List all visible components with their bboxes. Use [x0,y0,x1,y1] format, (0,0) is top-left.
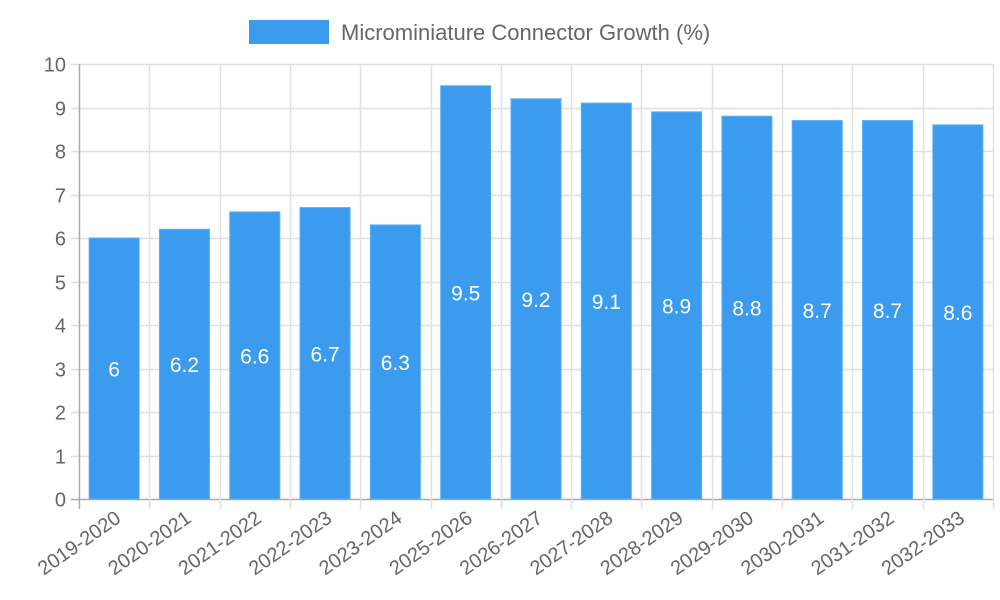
y-tick-label: 7 [55,186,66,208]
y-tick-label: 1 [55,447,66,469]
y-tick-label: 5 [55,273,66,295]
x-axis: 2019-20202020-20212021-20222022-20232023… [34,507,969,580]
bar[interactable] [369,224,421,500]
y-axis: 0 1 2 3 4 5 6 7 8 9 10 [44,55,66,512]
bar-value-label: 8.8 [732,298,761,321]
bar-value-label: 6.7 [310,343,339,366]
bar[interactable] [299,207,351,500]
legend-swatch [249,20,329,44]
y-tick-label: 4 [55,316,66,338]
y-tick-label: 0 [55,490,66,512]
bar[interactable] [862,120,914,500]
legend[interactable]: Microminiature Connector Growth (%) [249,20,710,45]
y-tick-label: 2 [55,403,66,425]
bar[interactable] [229,211,281,500]
y-tick-label: 9 [55,99,66,121]
bar-value-label: 9.2 [521,289,550,312]
bar-value-label: 6.3 [381,352,410,375]
bar[interactable] [721,115,773,500]
bar[interactable] [651,111,703,500]
bar[interactable] [580,102,632,500]
bar[interactable] [440,85,492,500]
bar[interactable] [158,228,210,500]
bar-value-label: 8.6 [943,302,972,325]
bar-value-label: 6 [108,359,120,382]
bar-value-label: 6.6 [240,345,269,368]
bar[interactable] [932,124,984,500]
y-tick-label: 3 [55,360,66,382]
bar[interactable] [791,120,843,500]
legend-label: Microminiature Connector Growth (%) [341,20,710,45]
bar-value-label: 9.5 [451,282,480,305]
bar[interactable] [88,237,140,500]
bar-value-label: 9.1 [592,291,621,314]
bar-value-label: 6.2 [170,354,199,377]
y-tick-label: 8 [55,142,66,164]
bars: 6 6.2 6.6 6.7 6.3 9.5 9.2 9.1 8.9 8.8 8.7 8.7 8.6 [88,85,984,500]
bar-value-label: 8.9 [662,295,691,318]
bar[interactable] [510,98,562,500]
grid-lines [71,63,995,509]
bar-value-label: 8.7 [873,300,902,323]
y-tick-label: 10 [44,55,66,77]
bar-value-label: 8.7 [803,300,832,323]
y-tick-label: 6 [55,229,66,251]
